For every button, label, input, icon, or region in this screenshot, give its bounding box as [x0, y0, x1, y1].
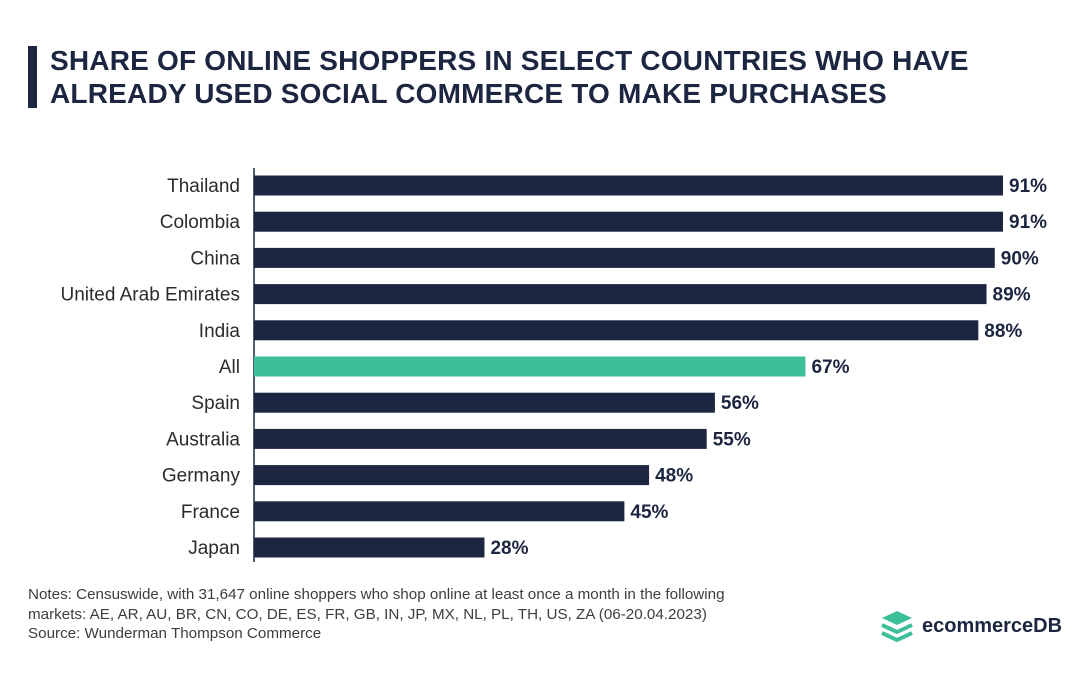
category-label: China [190, 248, 240, 269]
ecommercedb-logo: ecommerceDB [880, 608, 1062, 644]
title-accent-bar [28, 46, 37, 108]
chart-title: SHARE OF ONLINE SHOPPERS IN SELECT COUNT… [50, 44, 1050, 110]
bar [254, 284, 987, 305]
category-label: India [199, 321, 241, 342]
chart-title-line-2: ALREADY USED SOCIAL COMMERCE TO MAKE PUR… [50, 78, 887, 109]
category-label: United Arab Emirates [60, 285, 240, 306]
notes-source: Source: Wunderman Thompson Commerce [28, 625, 322, 642]
bar [254, 175, 1003, 196]
data-label: 45% [630, 502, 668, 523]
category-label: Colombia [160, 212, 241, 233]
category-label: Australia [166, 429, 240, 450]
data-label: 48% [655, 466, 693, 487]
bar [254, 537, 485, 558]
data-label: 88% [984, 321, 1022, 342]
bar [254, 247, 995, 268]
bar [254, 320, 979, 341]
data-label: 56% [721, 393, 759, 414]
bar [254, 428, 707, 449]
data-label: 89% [993, 285, 1031, 306]
data-label: 91% [1009, 212, 1047, 233]
chart-notes: Notes: Censuswide, with 31,647 online sh… [28, 585, 848, 644]
category-label: France [181, 502, 240, 523]
logo-text: ecommerceDB [922, 614, 1063, 637]
category-label: Spain [191, 393, 240, 414]
bar [254, 211, 1003, 232]
category-label: Germany [162, 466, 241, 487]
category-label: Japan [188, 538, 240, 559]
data-label: 55% [713, 429, 751, 450]
category-label: Thailand [167, 176, 240, 197]
stacked-layers-icon [881, 611, 913, 642]
data-label: 91% [1009, 176, 1047, 197]
bar [254, 392, 715, 413]
data-label: 90% [1001, 248, 1039, 269]
data-label: 28% [490, 538, 528, 559]
bar-chart: Thailand 91% Colombia 91% China 90% United Ara… [60, 168, 1047, 562]
bar [254, 465, 650, 486]
data-label: 67% [811, 357, 849, 378]
notes-line-1: Notes: Censuswide, with 31,647 online sh… [28, 586, 725, 603]
category-label: All [219, 357, 240, 378]
bar [254, 501, 625, 522]
notes-line-2: markets: AE, AR, AU, BR, CN, CO, DE, ES,… [28, 605, 707, 623]
chart-title-line-1: SHARE OF ONLINE SHOPPERS IN SELECT COUNT… [50, 45, 969, 76]
bar-highlight [254, 356, 806, 377]
